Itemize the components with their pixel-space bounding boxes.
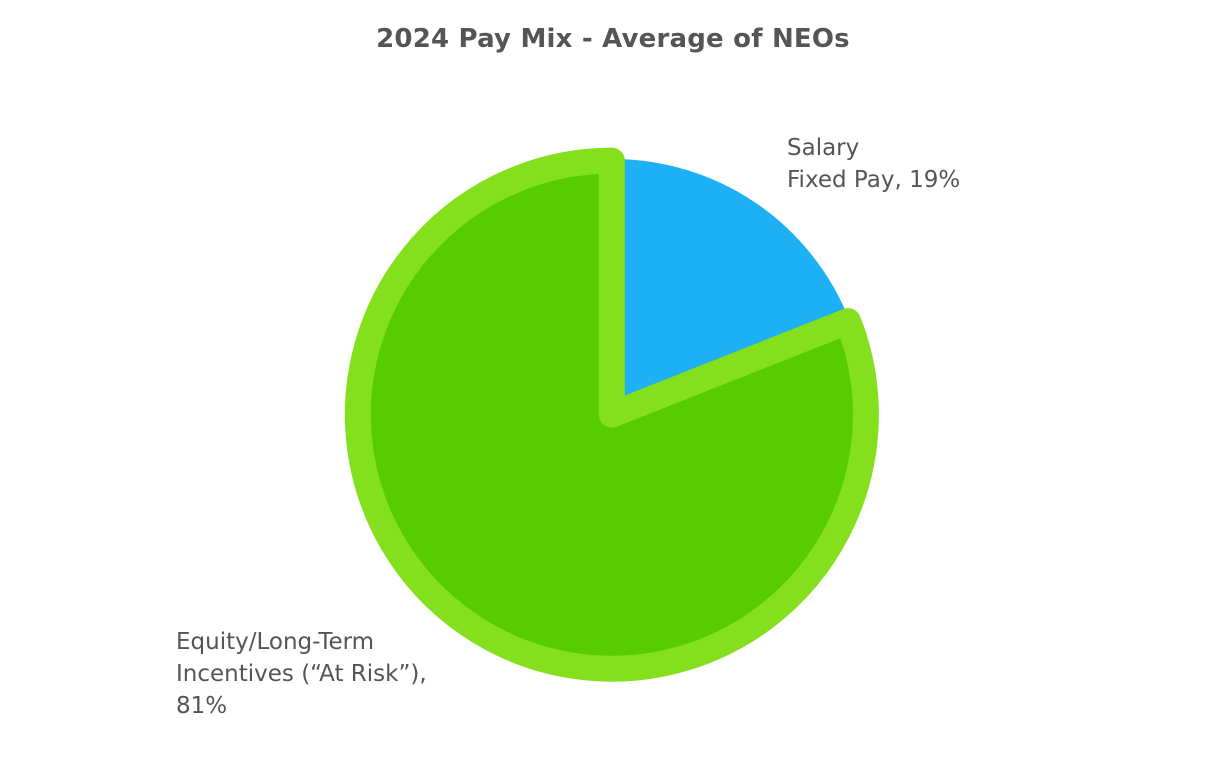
slice-label-equity-line-2: Incentives (“At Risk”), (176, 661, 427, 687)
slice-label-salary-line-1: Salary (787, 135, 860, 161)
pie-slice-equity (344, 147, 879, 682)
slice-label-salary-line-2: Fixed Pay, 19% (787, 167, 961, 193)
chart-title: 2024 Pay Mix - Average of NEOs (376, 24, 850, 54)
slice-label-equity-line-3: 81% (176, 693, 228, 719)
slice-label-equity: Equity/Long-Term Incentives (“At Risk”),… (176, 626, 427, 722)
slice-label-salary: Salary Fixed Pay, 19% (787, 132, 960, 196)
pie-slice-salary (613, 159, 850, 413)
slice-label-equity-line-1: Equity/Long-Term (176, 629, 375, 655)
